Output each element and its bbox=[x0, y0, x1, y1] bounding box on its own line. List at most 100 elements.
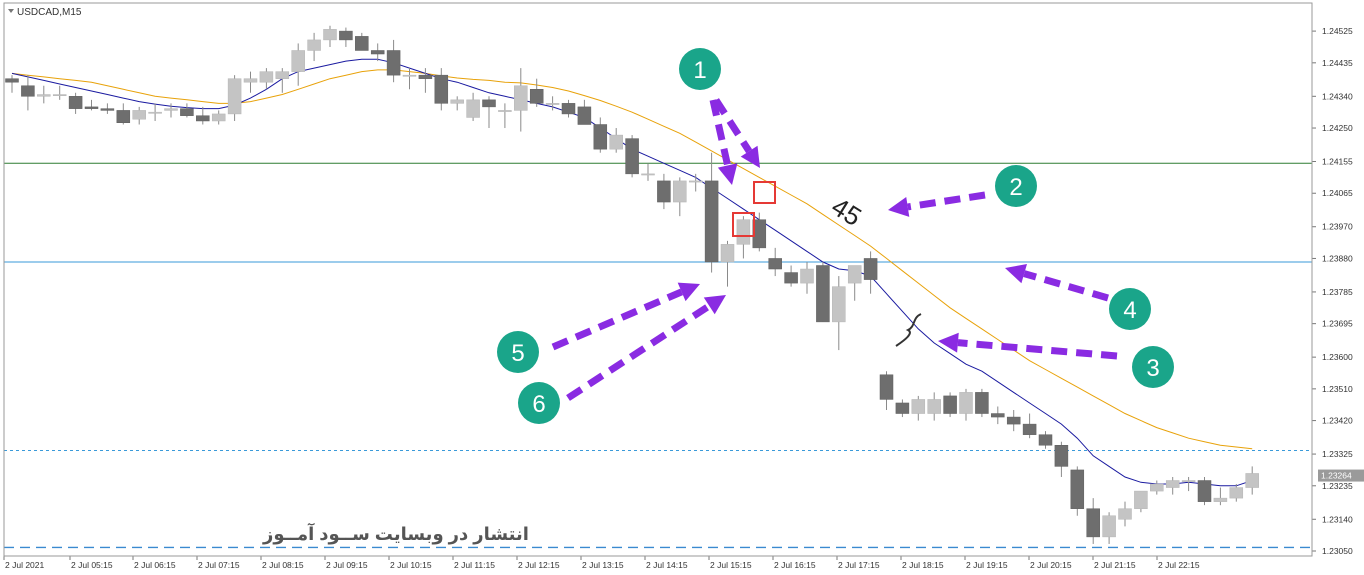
candle bbox=[1038, 431, 1053, 449]
candle bbox=[943, 392, 957, 418]
marker-2: 2 bbox=[995, 165, 1037, 207]
marker-circle bbox=[995, 165, 1037, 207]
x-tick-label: 2 Jul 14:15 bbox=[646, 560, 688, 570]
y-tick-label: 1.24435 bbox=[1322, 58, 1353, 68]
x-tick-label: 2 Jul 17:15 bbox=[838, 560, 880, 570]
candle-body bbox=[1102, 515, 1116, 538]
candle-body bbox=[1086, 508, 1100, 538]
candle bbox=[498, 103, 512, 129]
candle bbox=[577, 99, 592, 125]
candle-body bbox=[657, 180, 671, 203]
arrow-shaft bbox=[1023, 270, 1109, 302]
candle bbox=[959, 388, 973, 421]
candle bbox=[466, 92, 480, 121]
x-tick-label: 2 Jul 09:15 bbox=[326, 560, 368, 570]
candle bbox=[863, 251, 878, 294]
highlight-box-1 bbox=[753, 181, 776, 204]
candle-body bbox=[752, 219, 767, 249]
marker-1: 1 bbox=[679, 48, 721, 90]
x-tick-label: 2 Jul 22:15 bbox=[1158, 560, 1200, 570]
candle-body bbox=[816, 265, 830, 323]
candle-body bbox=[180, 108, 194, 116]
candle-body bbox=[466, 99, 480, 118]
candle bbox=[339, 27, 353, 47]
y-tick-label: 1.23880 bbox=[1322, 253, 1353, 263]
candle bbox=[275, 68, 290, 93]
y-tick-label: 1.23140 bbox=[1322, 514, 1353, 524]
candle bbox=[641, 163, 655, 181]
y-tick-label: 1.24065 bbox=[1322, 188, 1353, 198]
candle-body bbox=[355, 36, 369, 51]
marker-number: 1 bbox=[693, 57, 706, 84]
y-tick-label: 1.24250 bbox=[1322, 123, 1353, 133]
arrow-7 bbox=[566, 295, 726, 401]
candle-body bbox=[68, 96, 83, 109]
candle bbox=[52, 85, 67, 100]
candle bbox=[211, 110, 226, 125]
candle-body bbox=[418, 74, 433, 79]
marker-number: 4 bbox=[1123, 297, 1136, 324]
candle-body bbox=[307, 39, 321, 51]
candle-body bbox=[116, 110, 131, 123]
candle bbox=[116, 103, 131, 125]
candle bbox=[895, 399, 910, 418]
candle-body bbox=[545, 103, 560, 105]
candle-body bbox=[1070, 469, 1085, 509]
marker-number: 3 bbox=[1146, 355, 1159, 382]
x-tick-label: 2 Jul 19:15 bbox=[966, 560, 1008, 570]
arrow-shaft bbox=[713, 98, 753, 154]
y-tick-label: 1.23785 bbox=[1322, 287, 1353, 297]
candle bbox=[196, 106, 210, 125]
fast-moving-average bbox=[11, 58, 1253, 487]
candle bbox=[418, 68, 433, 93]
candle bbox=[1006, 410, 1021, 432]
chevron-down-icon[interactable] bbox=[8, 9, 14, 13]
candle-body bbox=[847, 265, 862, 284]
x-tick-label: 2 Jul 15:15 bbox=[710, 560, 752, 570]
candle bbox=[164, 103, 178, 118]
candle-body bbox=[196, 115, 210, 122]
candle bbox=[1102, 512, 1116, 544]
y-tick-label: 1.23235 bbox=[1322, 481, 1353, 491]
candle-body bbox=[1150, 483, 1164, 492]
candle-body bbox=[863, 258, 878, 280]
symbol-header[interactable]: USDCAD,M15 bbox=[8, 7, 82, 18]
candle bbox=[704, 152, 719, 273]
candle-body bbox=[911, 399, 926, 414]
candle bbox=[243, 71, 258, 93]
y-tick-label: 1.23695 bbox=[1322, 319, 1353, 329]
y-tick-label: 1.23050 bbox=[1322, 546, 1353, 556]
x-tick-label: 2 Jul 11:15 bbox=[454, 560, 495, 570]
candle-body bbox=[1134, 490, 1148, 509]
marker-6: 6 bbox=[518, 382, 560, 424]
marker-circle bbox=[1109, 288, 1151, 330]
candle-body bbox=[1165, 480, 1180, 488]
x-tick-label: 2 Jul 20:15 bbox=[1030, 560, 1072, 570]
candle bbox=[1245, 466, 1259, 495]
time-axis: 2 Jul 2021 2 Jul 05:15 2 Jul 06:15 2 Jul 07… bbox=[3, 556, 1200, 570]
candle-body bbox=[402, 74, 417, 77]
candle bbox=[800, 261, 814, 294]
candle-body bbox=[704, 180, 719, 263]
y-tick-label: 1.24155 bbox=[1322, 157, 1353, 167]
candle bbox=[752, 212, 767, 252]
candle bbox=[450, 96, 464, 111]
plot-frame bbox=[3, 2, 1313, 557]
candle-body bbox=[323, 29, 337, 41]
price-axis: 1.24525 1.24435 1.24340 1.24250 1.24155 1.240… bbox=[1312, 26, 1364, 556]
x-tick-label: 2 Jul 08:15 bbox=[262, 560, 304, 570]
candle bbox=[816, 261, 830, 323]
candle-body bbox=[291, 50, 305, 72]
x-tick-label: 2 Jul 05:15 bbox=[71, 560, 113, 570]
candle bbox=[927, 392, 941, 421]
arrow-head bbox=[1005, 263, 1027, 284]
candle bbox=[1118, 501, 1132, 527]
candle bbox=[180, 103, 194, 118]
candle-body bbox=[386, 50, 401, 76]
candle-body bbox=[688, 180, 703, 183]
candle bbox=[1197, 476, 1212, 506]
candle bbox=[529, 78, 544, 107]
candle bbox=[784, 265, 798, 287]
candle bbox=[148, 103, 162, 121]
